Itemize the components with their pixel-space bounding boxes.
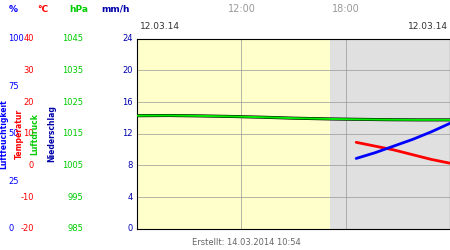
Text: 1015: 1015 xyxy=(62,129,83,138)
Text: 12.03.14: 12.03.14 xyxy=(140,22,180,31)
Text: 995: 995 xyxy=(68,192,83,202)
Text: %: % xyxy=(9,5,18,14)
Text: 12.03.14: 12.03.14 xyxy=(408,22,448,31)
Text: 40: 40 xyxy=(23,34,34,43)
Text: 25: 25 xyxy=(8,177,18,186)
Text: 0: 0 xyxy=(8,224,14,233)
Text: hPa: hPa xyxy=(70,5,89,14)
Text: 75: 75 xyxy=(8,82,19,91)
Text: 24: 24 xyxy=(122,34,133,43)
Text: 1045: 1045 xyxy=(62,34,83,43)
Text: -10: -10 xyxy=(20,192,34,202)
Text: 20: 20 xyxy=(122,66,133,75)
Text: 0: 0 xyxy=(28,161,34,170)
Text: mm/h: mm/h xyxy=(101,5,130,14)
Text: 16: 16 xyxy=(122,98,133,106)
Text: 0: 0 xyxy=(127,224,133,233)
Text: 50: 50 xyxy=(8,129,18,138)
Text: 1025: 1025 xyxy=(62,98,83,106)
Text: 8: 8 xyxy=(127,161,133,170)
Text: 12:00: 12:00 xyxy=(227,4,255,14)
Bar xyxy=(137,39,329,229)
Text: 20: 20 xyxy=(23,98,34,106)
Text: 18:00: 18:00 xyxy=(332,4,360,14)
Text: -20: -20 xyxy=(20,224,34,233)
Text: Luftdruck: Luftdruck xyxy=(31,113,40,155)
Text: 985: 985 xyxy=(68,224,83,233)
Text: 1005: 1005 xyxy=(62,161,83,170)
Text: Erstellt: 14.03.2014 10:54: Erstellt: 14.03.2014 10:54 xyxy=(192,238,301,247)
Text: 100: 100 xyxy=(8,34,24,43)
Text: Niederschlag: Niederschlag xyxy=(47,105,56,162)
Text: 10: 10 xyxy=(23,129,34,138)
Text: Luftfeuchtigkeit: Luftfeuchtigkeit xyxy=(0,99,8,168)
Text: Temperatur: Temperatur xyxy=(15,109,24,159)
Bar xyxy=(329,39,450,229)
Text: °C: °C xyxy=(37,5,48,14)
Text: 30: 30 xyxy=(23,66,34,75)
Text: 1035: 1035 xyxy=(62,66,83,75)
Text: 12: 12 xyxy=(122,129,133,138)
Text: 4: 4 xyxy=(127,192,133,202)
